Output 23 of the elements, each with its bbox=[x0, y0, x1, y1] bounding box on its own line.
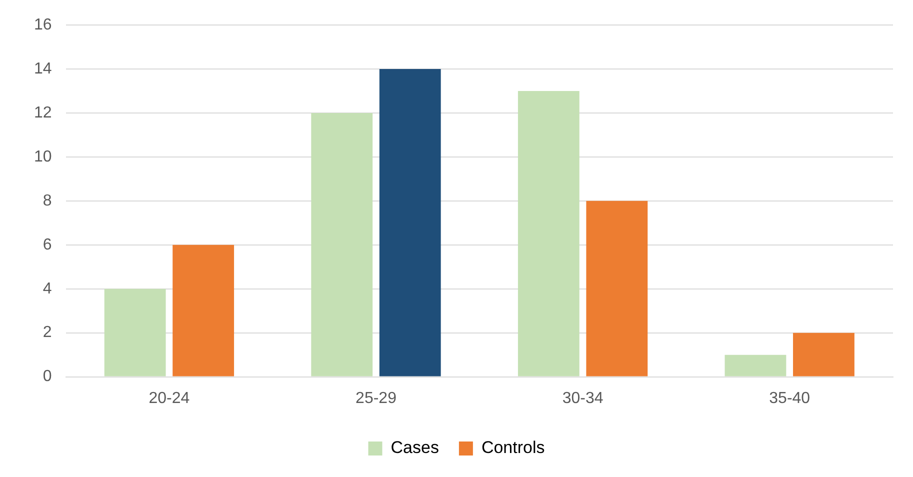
bar bbox=[793, 332, 854, 376]
y-tick-label: 2 bbox=[42, 324, 52, 342]
y-tick-label: 14 bbox=[34, 60, 52, 78]
bar bbox=[518, 90, 580, 376]
y-tick-label: 16 bbox=[34, 16, 52, 34]
bar bbox=[172, 244, 234, 376]
x-tick-label: 25-29 bbox=[356, 390, 397, 407]
bar bbox=[586, 200, 648, 376]
x-tick-label: 35-40 bbox=[769, 390, 810, 407]
bar bbox=[104, 288, 166, 376]
bar bbox=[724, 354, 786, 376]
x-tick-label: 20-24 bbox=[148, 390, 190, 407]
x-tick-label: 30-34 bbox=[562, 390, 604, 407]
y-tick-label: 10 bbox=[34, 148, 52, 166]
bar bbox=[311, 112, 373, 376]
y-tick-label: 6 bbox=[42, 236, 52, 254]
bar bbox=[379, 68, 441, 376]
legend-label: Controls bbox=[481, 438, 545, 458]
legend-label: Cases bbox=[390, 438, 439, 458]
y-tick-label: 0 bbox=[42, 368, 52, 386]
y-tick-label: 4 bbox=[42, 280, 52, 298]
y-tick-label: 8 bbox=[42, 192, 52, 210]
y-tick-label: 12 bbox=[34, 104, 52, 122]
